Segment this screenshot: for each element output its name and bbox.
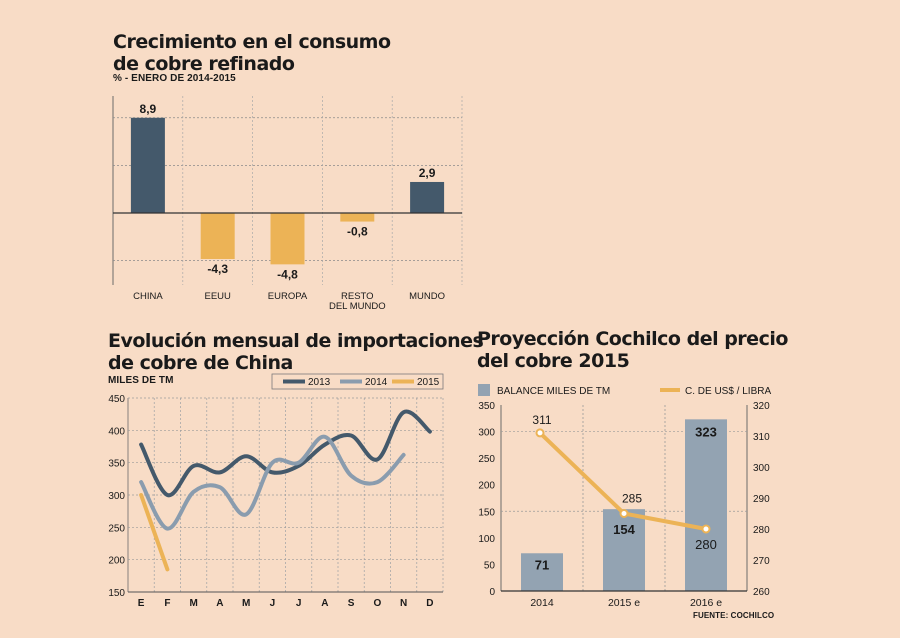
chart2-legend-label: 2013 xyxy=(308,377,331,388)
chart2-x-tick: S xyxy=(348,598,355,609)
chart1-bar xyxy=(200,213,235,260)
chart2-x-tick: D xyxy=(426,598,433,609)
chart3-y-left-tick: 300 xyxy=(478,428,495,439)
chart1-category-label: MUNDO xyxy=(409,291,445,302)
chart3-y-left-tick: 250 xyxy=(478,454,495,465)
chart3-bar-label: 323 xyxy=(695,424,717,439)
chart3-y-right-tick: 300 xyxy=(753,463,770,474)
chart2-y-tick: 300 xyxy=(108,491,125,502)
chart3-bar-label: 154 xyxy=(613,522,635,537)
chart3-bar xyxy=(603,509,645,591)
chart2-y-tick: 450 xyxy=(108,394,125,405)
chart1-category-label: RESTO xyxy=(341,291,374,302)
chart3-price-label: 285 xyxy=(622,492,642,506)
chart2-x-tick: O xyxy=(373,598,381,609)
chart1-bar xyxy=(340,213,375,222)
chart3-legend-bar-label: BALANCE MILES DE TM xyxy=(497,386,610,397)
chart3-legend-bar-swatch xyxy=(478,384,490,396)
chart3-y-right-tick: 310 xyxy=(753,432,770,443)
chart1-data-label: -0,8 xyxy=(347,225,368,239)
chart1-subtitle: % - ENERO DE 2014-2015 xyxy=(113,73,236,84)
chart3-title-line2: del cobre 2015 xyxy=(477,350,630,372)
chart3-price-label: 280 xyxy=(695,537,717,552)
chart2-legend-label: 2015 xyxy=(417,377,440,388)
chart3-price-point xyxy=(535,428,545,438)
chart2-series-2015-line xyxy=(139,493,170,572)
chart1-category-label: EEUU xyxy=(204,291,231,302)
chart2-series-2014-line xyxy=(139,434,406,531)
chart2-y-tick: 150 xyxy=(108,588,125,599)
chart1-category-label: DEL MUNDO xyxy=(329,301,386,312)
chart2-x-tick: F xyxy=(164,598,170,609)
chart3-y-right-tick: 260 xyxy=(753,587,770,598)
chart2-title: Evolución mensual de importaciones de co… xyxy=(108,330,484,374)
chart3-source: FUENTE: COCHILCO xyxy=(693,611,775,620)
chart2-x-tick: J xyxy=(270,598,276,609)
chart3-y-left-tick: 350 xyxy=(478,401,495,412)
chart3-y-right-tick: 270 xyxy=(753,556,770,567)
chart2-legend-label: 2014 xyxy=(365,377,388,388)
chart3-bar-label: 71 xyxy=(535,557,549,572)
chart1-bar xyxy=(410,181,445,213)
chart3-y-right-tick: 280 xyxy=(753,525,770,536)
chart2-ylabel: MILES DE TM xyxy=(108,375,174,386)
chart3-x-tick: 2014 xyxy=(530,597,554,609)
chart1-title-line2: de cobre refinado xyxy=(113,53,295,75)
chart2-x-tick: M xyxy=(189,598,197,609)
chart3-y-left-tick: 100 xyxy=(478,534,495,545)
chart1-bar xyxy=(270,213,305,265)
chart1-category-label: CHINA xyxy=(133,291,163,302)
chart1-data-label: 2,9 xyxy=(419,166,436,180)
chart2-legend-box xyxy=(271,373,444,390)
chart3-y-right-tick: 320 xyxy=(753,401,770,412)
chart2-title-line2: de cobre de China xyxy=(108,352,293,374)
chart3-price-label: 311 xyxy=(532,413,551,427)
chart2-x-tick: M xyxy=(242,598,250,609)
chart3-bar xyxy=(521,553,563,591)
chart3-legend-line-label: C. DE US$ / LIBRA xyxy=(685,386,771,397)
chart2-x-tick: J xyxy=(296,598,302,609)
chart3-y-left-tick: 150 xyxy=(478,507,495,518)
chart1-bar xyxy=(130,117,165,213)
chart3-y-left-tick: 200 xyxy=(478,481,495,492)
chart3-title-line1: Proyección Cochilco del precio xyxy=(477,328,788,350)
chart3-title: Proyección Cochilco del precio del cobre… xyxy=(477,328,788,372)
chart2-y-tick: 400 xyxy=(108,426,125,437)
chart2-y-tick: 200 xyxy=(108,556,125,567)
chart1-data-label: 8,9 xyxy=(140,102,157,116)
chart3-y-right-tick: 290 xyxy=(753,494,770,505)
chart2-x-tick: E xyxy=(138,598,145,609)
chart2-title-line1: Evolución mensual de importaciones xyxy=(108,330,484,352)
chart3-y-left-tick: 0 xyxy=(489,587,495,598)
chart2-x-tick: A xyxy=(216,598,223,609)
chart3-price-point xyxy=(619,509,629,518)
chart3-price-point xyxy=(701,524,711,534)
chart2-y-tick: 350 xyxy=(108,459,125,470)
chart1-title-line1: Crecimiento en el consumo xyxy=(113,31,391,53)
chart3-x-tick: 2016 e xyxy=(690,597,722,609)
chart2-x-tick: N xyxy=(400,598,407,609)
chart1-data-label: -4,3 xyxy=(207,262,228,276)
chart1-category-label: EUROPA xyxy=(268,291,308,302)
chart3-y-left-tick: 50 xyxy=(484,560,496,571)
chart3-x-tick: 2015 e xyxy=(608,597,640,609)
chart2-y-tick: 250 xyxy=(108,523,125,534)
chart1-data-label: -4,8 xyxy=(277,267,298,281)
chart3-bar xyxy=(685,419,727,591)
chart1-title: Crecimiento en el consumo de cobre refin… xyxy=(113,31,391,75)
chart2-x-tick: A xyxy=(321,598,328,609)
chart2-series-2013-line xyxy=(139,409,432,498)
